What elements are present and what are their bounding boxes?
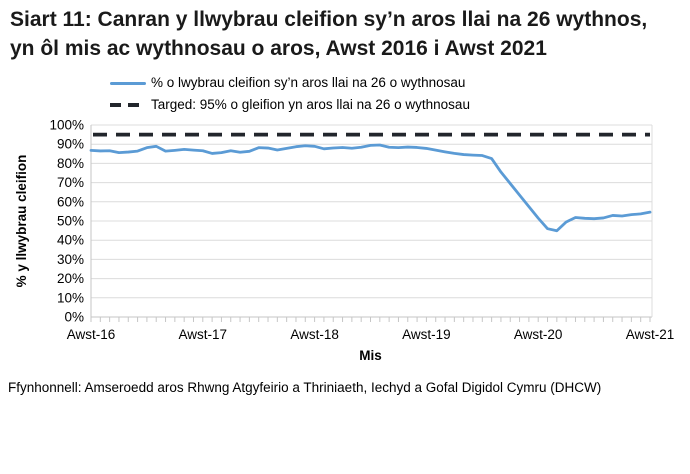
- y-tick-label: 80%: [57, 156, 84, 171]
- y-tick-label: 30%: [57, 252, 84, 267]
- dashed-line-swatch: [110, 103, 146, 108]
- x-tick-label: Awst-18: [290, 327, 339, 342]
- chart-area: 0% 10% 20% 30% 40% 50% 60% 70% 80% 90% 100% Awst-16…: [0, 115, 690, 374]
- chart-title: Siart 11: Canran y llwybrau cleifion sy’…: [10, 8, 648, 60]
- legend-item-target: Targed: 95% o gleifion yn aros llai na 2…: [110, 96, 580, 113]
- y-tick-label: 40%: [57, 232, 84, 247]
- y-tick-label: 90%: [57, 136, 84, 151]
- x-tick-label: Awst-17: [179, 327, 228, 342]
- y-tick-label: 0%: [64, 309, 84, 324]
- y-tick-label: 70%: [57, 175, 84, 190]
- y-tick-label: 100%: [49, 117, 84, 132]
- x-minor-ticks: [90, 316, 651, 322]
- source-note: Ffynhonnell: Amseroedd aros Rhwng Atgyfe…: [8, 379, 602, 395]
- x-tick-label: Awst-20: [514, 327, 563, 342]
- legend-label-target: Targed: 95% o gleifion yn aros llai na 2…: [151, 96, 470, 112]
- y-tick-label: 50%: [57, 213, 84, 228]
- pathways-data-line: [89, 143, 652, 232]
- legend: % o lwybrau cleifion sy’n aros llai na 2…: [110, 75, 580, 113]
- line-chart: 0% 10% 20% 30% 40% 50% 60% 70% 80% 90% 100% Awst-16…: [14, 117, 675, 363]
- legend-label-pathways: % o lwybrau cleifion sy’n aros llai na 2…: [151, 75, 466, 91]
- x-tick-label: Awst-19: [402, 327, 451, 342]
- y-tick-labels: 0% 10% 20% 30% 40% 50% 60% 70% 80% 90% 100%: [49, 117, 84, 324]
- y-tick-label: 10%: [57, 290, 84, 305]
- y-gridlines: [91, 124, 652, 318]
- x-axis-title: Mis: [359, 348, 382, 363]
- x-tick-label: Awst-21: [626, 327, 675, 342]
- legend-item-pathways: % o lwybrau cleifion sy’n aros llai na 2…: [110, 75, 580, 91]
- x-tick-label: Awst-16: [67, 327, 116, 342]
- y-tick-label: 20%: [57, 271, 84, 286]
- x-tick-labels: Awst-16 Awst-17 Awst-18 Awst-19 Awst-20 Awst-…: [67, 327, 675, 342]
- y-axis-title: % y llwybrau cleifion: [14, 154, 29, 287]
- y-tick-label: 60%: [57, 194, 84, 209]
- solid-line-swatch: [110, 81, 146, 86]
